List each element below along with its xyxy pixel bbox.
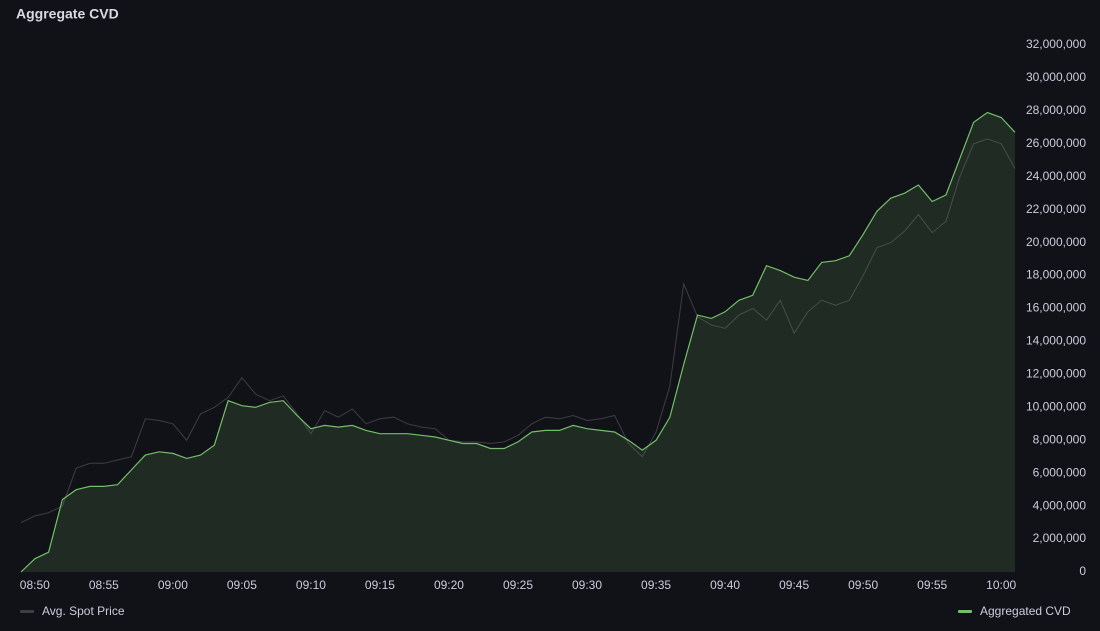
x-tick-label: 09:25 [503, 578, 533, 592]
y-tick-label: 2,000,000 [1033, 531, 1087, 545]
legend-label: Aggregated CVD [980, 604, 1071, 618]
x-tick-label: 08:55 [89, 578, 119, 592]
y-tick-label: 22,000,000 [1026, 202, 1086, 216]
x-tick-label: 10:00 [986, 578, 1016, 592]
y-tick-label: 16,000,000 [1026, 301, 1086, 315]
y-tick-label: 30,000,000 [1026, 70, 1086, 84]
x-tick-label: 09:55 [917, 578, 947, 592]
y-tick-label: 14,000,000 [1026, 334, 1086, 348]
legend-swatch [958, 610, 972, 613]
y-tick-label: 18,000,000 [1026, 268, 1086, 282]
y-tick-label: 20,000,000 [1026, 235, 1086, 249]
x-tick-label: 09:30 [572, 578, 602, 592]
x-tick-label: 09:15 [365, 578, 395, 592]
x-tick-label: 08:50 [20, 578, 50, 592]
area-fill [21, 112, 1015, 572]
x-tick-label: 09:20 [434, 578, 464, 592]
y-tick-label: 28,000,000 [1026, 103, 1086, 117]
series-line [20, 111, 1016, 573]
series-line [20, 138, 1016, 524]
x-tick-label: 09:00 [158, 578, 188, 592]
y-tick-label: 4,000,000 [1033, 498, 1087, 512]
x-tick-label: 09:10 [296, 578, 326, 592]
y-tick-label: 6,000,000 [1033, 465, 1087, 479]
y-tick-label: 24,000,000 [1026, 169, 1086, 183]
x-tick-label: 09:05 [227, 578, 257, 592]
legend-label: Avg. Spot Price [42, 604, 125, 618]
legend-swatch [20, 610, 34, 613]
y-tick-label: 12,000,000 [1026, 367, 1086, 381]
panel-title: Aggregate CVD [16, 6, 119, 22]
y-tick-label: 26,000,000 [1026, 136, 1086, 150]
x-tick-label: 09:50 [848, 578, 878, 592]
x-tick-label: 09:35 [641, 578, 671, 592]
y-tick-label: 0 [1079, 564, 1086, 578]
y-tick-label: 10,000,000 [1026, 399, 1086, 413]
x-tick-label: 09:45 [779, 578, 809, 592]
x-tick-label: 09:40 [710, 578, 740, 592]
y-tick-label: 8,000,000 [1033, 432, 1087, 446]
y-tick-label: 32,000,000 [1026, 37, 1086, 51]
